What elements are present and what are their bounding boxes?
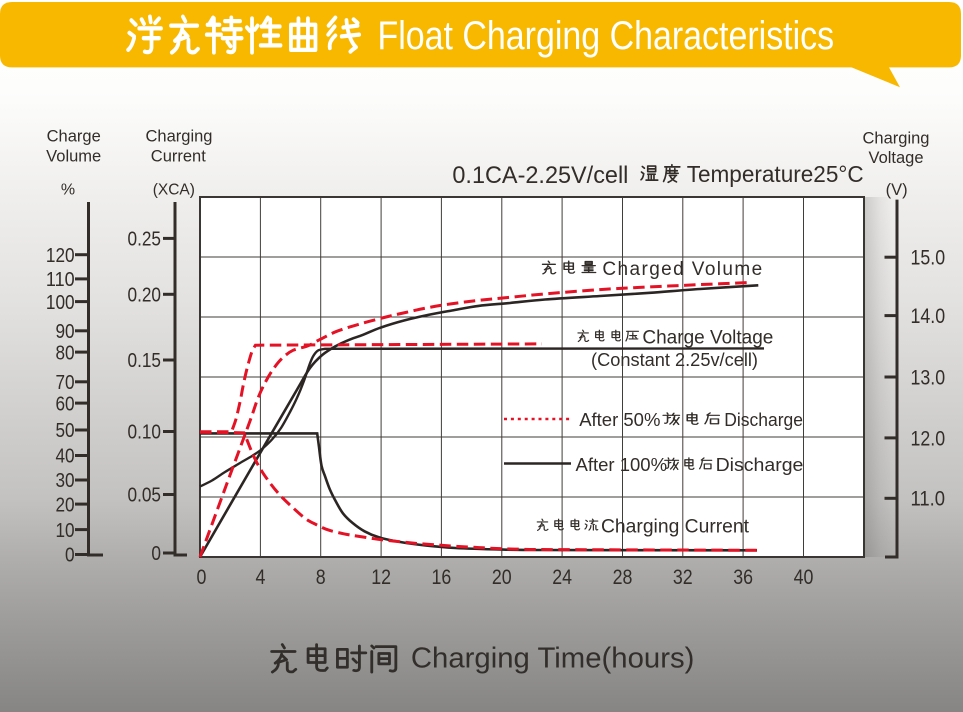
svg-text:%: % (61, 181, 75, 198)
svg-text:28: 28 (613, 566, 633, 589)
svg-text:Float Charging Characteristics: Float Charging Characteristics (378, 14, 835, 58)
svg-text:After 50%: After 50% (579, 409, 660, 430)
svg-text:0.1CA-2.25V/cell: 0.1CA-2.25V/cell (452, 162, 628, 189)
svg-text:13.0: 13.0 (911, 366, 946, 389)
svg-text:110: 110 (46, 269, 75, 291)
svg-text:80: 80 (56, 342, 75, 364)
svg-text:Current: Current (151, 148, 206, 166)
svg-text:24: 24 (552, 566, 572, 589)
svg-text:32: 32 (673, 566, 693, 589)
svg-text:Voltage: Voltage (868, 149, 923, 167)
svg-text:Charging Time(hours): Charging Time(hours) (411, 643, 695, 675)
svg-text:Charging: Charging (146, 127, 213, 145)
svg-text:4: 4 (255, 566, 265, 589)
svg-text:Charge: Charge (47, 127, 101, 145)
svg-text:15.0: 15.0 (911, 247, 946, 270)
svg-text:Temperature25°C: Temperature25°C (687, 161, 864, 187)
svg-text:0.10: 0.10 (128, 422, 162, 444)
svg-text:14.0: 14.0 (911, 305, 946, 328)
svg-text:40: 40 (56, 446, 75, 468)
svg-text:0.20: 0.20 (128, 285, 162, 307)
svg-text:11.0: 11.0 (911, 488, 946, 511)
svg-text:20: 20 (492, 566, 512, 589)
svg-text:After 100%: After 100% (576, 454, 668, 475)
svg-text:100: 100 (46, 292, 75, 314)
svg-text:60: 60 (56, 393, 75, 415)
svg-text:10: 10 (56, 520, 75, 542)
svg-text:Charging: Charging (863, 130, 930, 148)
svg-text:Charging Current: Charging Current (601, 517, 750, 538)
svg-text:Volume: Volume (46, 148, 101, 166)
svg-text:(V): (V) (886, 181, 908, 199)
svg-text:8: 8 (316, 566, 326, 589)
svg-text:Discharge: Discharge (724, 409, 803, 430)
svg-text:36: 36 (733, 566, 753, 589)
svg-text:0.05: 0.05 (128, 485, 162, 507)
svg-text:40: 40 (794, 566, 814, 589)
svg-text:120: 120 (46, 245, 75, 267)
svg-text:0: 0 (151, 543, 161, 565)
svg-text:0.15: 0.15 (128, 350, 162, 372)
svg-text:0: 0 (65, 545, 75, 567)
svg-text:0: 0 (197, 566, 207, 589)
svg-text:Charged Volume: Charged Volume (602, 259, 762, 280)
svg-text:12.0: 12.0 (911, 427, 946, 450)
svg-text:(Constant 2.25v/cell): (Constant 2.25v/cell) (591, 349, 758, 370)
svg-text:12: 12 (371, 566, 391, 589)
svg-text:Discharge: Discharge (716, 454, 804, 475)
svg-text:Charge Voltage: Charge Voltage (642, 328, 773, 349)
svg-text:70: 70 (56, 372, 75, 394)
svg-text:20: 20 (56, 494, 75, 516)
svg-text:50: 50 (56, 420, 75, 442)
svg-text:16: 16 (432, 566, 452, 589)
svg-text:30: 30 (56, 470, 75, 492)
svg-text:0.25: 0.25 (128, 229, 162, 251)
svg-text:(XCA): (XCA) (153, 182, 195, 199)
svg-text:90: 90 (56, 321, 75, 343)
